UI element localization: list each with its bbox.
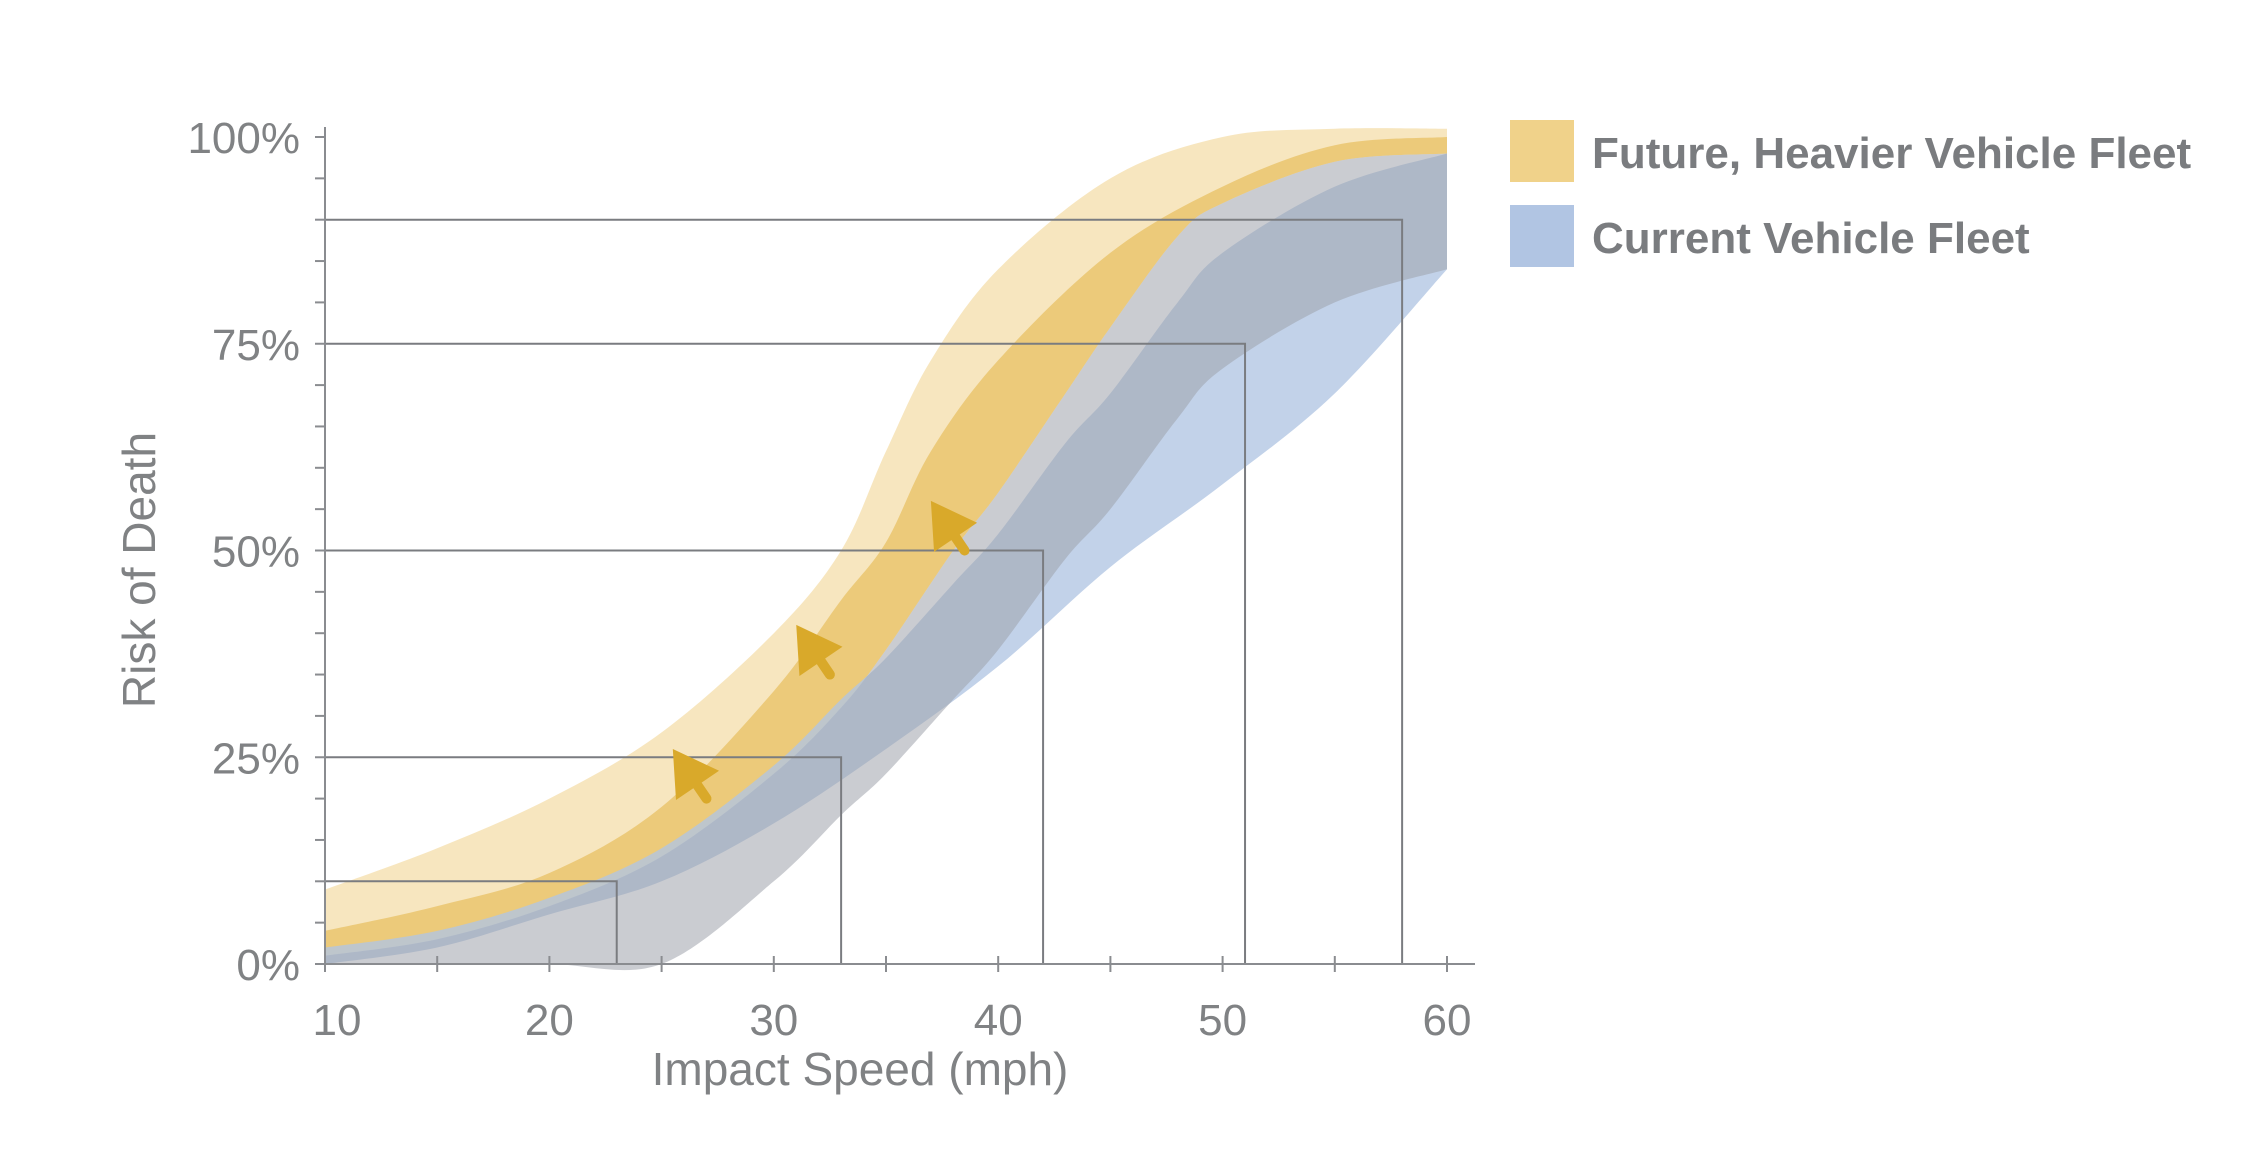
x-axis-title: Impact Speed (mph) bbox=[652, 1043, 1069, 1095]
reference-lines bbox=[325, 218, 1404, 964]
arrow-shaft-1 bbox=[692, 780, 712, 804]
direction-arrows bbox=[672, 500, 978, 804]
reference-line-10 bbox=[325, 880, 618, 964]
axes: 0% 25% 50% 75% 100% 10 20 30 40 50 60 bbox=[187, 114, 1475, 1045]
y-tick-label: 50% bbox=[212, 528, 300, 577]
overlap-band bbox=[325, 153, 1447, 971]
arrow-shaft-3 bbox=[950, 532, 970, 556]
x-tick-label: 50 bbox=[1198, 996, 1247, 1045]
reference-line-50 bbox=[325, 549, 1045, 964]
y-axis-title: Risk of Death bbox=[113, 432, 165, 708]
y-tick-label: 100% bbox=[187, 114, 300, 163]
x-tick-label: 40 bbox=[974, 996, 1023, 1045]
arrow-shaft-2 bbox=[815, 656, 835, 680]
arrow-head-2 bbox=[796, 624, 843, 676]
legend-swatch-future bbox=[1510, 120, 1574, 182]
future-fleet-core-band bbox=[325, 137, 1447, 956]
future-fleet-outer-band bbox=[325, 128, 1447, 956]
legend-label-future: Future, Heavier Vehicle Fleet bbox=[1592, 129, 2191, 178]
y-tick-label: 75% bbox=[212, 321, 300, 370]
x-tick-label: 60 bbox=[1423, 996, 1472, 1045]
x-tick-label: 30 bbox=[749, 996, 798, 1045]
legend: Future, Heavier Vehicle Fleet Current Ve… bbox=[1510, 120, 2191, 267]
reference-line-90 bbox=[325, 218, 1404, 964]
x-tick-label: 10 bbox=[313, 996, 362, 1045]
reference-line-75 bbox=[325, 342, 1247, 964]
legend-label-current: Current Vehicle Fleet bbox=[1592, 214, 2030, 263]
band-layer bbox=[325, 128, 1447, 971]
reference-line-25 bbox=[325, 756, 843, 964]
x-tick-label: 20 bbox=[525, 996, 574, 1045]
arrow-head-1 bbox=[672, 748, 720, 800]
legend-swatch-current bbox=[1510, 205, 1574, 267]
y-tick-label: 25% bbox=[212, 734, 300, 783]
y-tick-label: 0% bbox=[236, 941, 300, 990]
arrow-head-3 bbox=[930, 500, 978, 552]
